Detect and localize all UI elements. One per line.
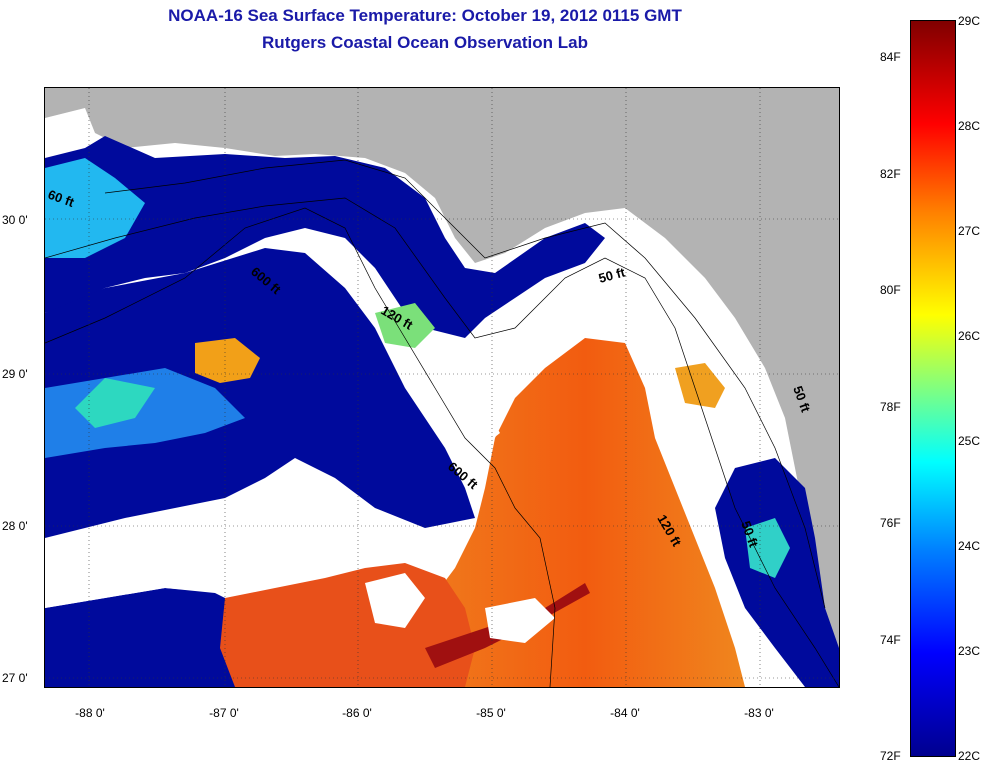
latitude-label: 28 0' — [2, 519, 28, 533]
longitude-label: -86 0' — [342, 706, 372, 720]
depth-contour-line — [45, 197, 839, 687]
colorbar-fahrenheit-label: 80F — [880, 283, 901, 297]
colorbar-celsius-label: 23C — [958, 644, 981, 658]
colorbar-fahrenheit-label: 76F — [880, 516, 901, 530]
depth-contour-line — [45, 207, 556, 687]
cool-water-patch — [45, 158, 145, 258]
map-subtitle: Rutgers Coastal Ocean Observation Lab — [262, 33, 588, 52]
colorbar-fahrenheit-label: 78F — [880, 400, 901, 414]
colorbar-celsius-label: 27C — [958, 224, 981, 238]
longitude-label: -85 0' — [476, 706, 506, 720]
colorbar-fahrenheit-label: 74F — [880, 633, 901, 647]
warm-water-patch — [675, 363, 725, 408]
colorbar-celsius-label: 28C — [958, 119, 981, 133]
longitude-label: -88 0' — [75, 706, 105, 720]
cloud-cover — [485, 598, 555, 643]
longitude-label: -87 0' — [209, 706, 239, 720]
map-gridlines — [45, 88, 839, 687]
cloud-cover — [365, 573, 425, 628]
longitude-label: -84 0' — [610, 706, 640, 720]
cold-water-band — [45, 136, 605, 338]
cloud-cover — [45, 533, 285, 608]
map-title: NOAA-16 Sea Surface Temperature: October… — [168, 6, 682, 25]
colorbar-celsius-label: 25C — [958, 434, 981, 448]
sea-surface-temperature-map: 60 ft 600 ft 120 ft 50 ft 600 ft 120 ft … — [44, 87, 840, 688]
cloud-cover — [445, 408, 500, 453]
offshore-water-west — [45, 248, 475, 538]
colorbar-fahrenheit-label: 72F — [880, 749, 901, 763]
colorbar-fahrenheit-label: 84F — [880, 50, 901, 64]
colorbar-celsius-label: 29C — [958, 14, 981, 28]
temperature-colorbar — [910, 20, 956, 757]
longitude-label: -83 0' — [744, 706, 774, 720]
mild-water-patch — [745, 518, 790, 578]
latitude-label: 29 0' — [2, 367, 28, 381]
colorbar-celsius-label: 22C — [958, 749, 981, 763]
latitude-label: 30 0' — [2, 213, 28, 227]
latitude-label: 27 0' — [2, 671, 28, 685]
mild-water-patch — [375, 303, 435, 348]
depth-label: 50 ft — [597, 264, 627, 286]
colorbar-celsius-label: 26C — [958, 329, 981, 343]
warm-water-patch — [195, 338, 260, 383]
land-area — [45, 88, 839, 687]
colorbar-fahrenheit-label: 82F — [880, 167, 901, 181]
warm-water-tongue — [425, 338, 745, 687]
mild-water-patch — [75, 378, 155, 428]
depth-contour-line — [104, 159, 826, 609]
colorbar-celsius-label: 24C — [958, 539, 981, 553]
